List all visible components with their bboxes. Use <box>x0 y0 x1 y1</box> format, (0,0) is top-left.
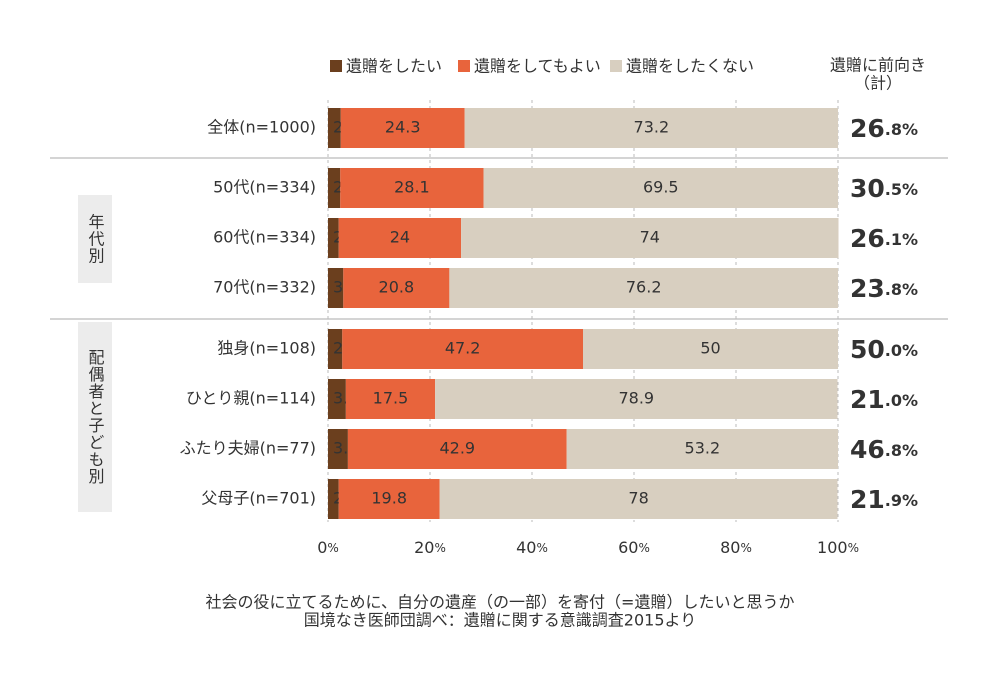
category-label: 全体(n=1000) <box>207 118 316 137</box>
group-label: 配偶者と子ども別 <box>86 349 105 485</box>
data-label: 24 <box>390 228 410 247</box>
footnote: 社会の役に立てるために、自分の遺産（の一部）を寄付（=遺贈）したいと思うか <box>206 593 795 612</box>
bar-segment <box>340 108 465 148</box>
data-label: 69.5 <box>643 178 679 197</box>
data-label: 3 <box>333 278 343 297</box>
total-label: 21.0% <box>850 385 918 414</box>
category-label: 父母子(n=701) <box>201 489 316 508</box>
bar-segment <box>449 268 838 308</box>
data-label: 42.9 <box>439 439 475 458</box>
legend-swatch <box>458 60 470 72</box>
totals-title: （計） <box>854 74 902 93</box>
data-label: 73.2 <box>634 118 670 137</box>
bar-segment <box>340 168 484 208</box>
bar-segment <box>328 479 339 519</box>
data-label: 50 <box>700 339 720 358</box>
data-label: 78 <box>628 489 648 508</box>
category-label: 独身(n=108) <box>217 339 316 358</box>
total-label: 26.8% <box>850 114 918 143</box>
total-label: 26.1% <box>850 224 918 253</box>
bar-segment <box>439 479 838 519</box>
x-tick-label: 80% <box>720 538 752 557</box>
bar-segment <box>328 218 339 258</box>
category-label: 70代(n=332) <box>213 278 316 297</box>
bar-segment <box>328 108 341 148</box>
data-label: 76.2 <box>626 278 662 297</box>
legend-swatch <box>610 60 622 72</box>
total-label: 50.0% <box>850 335 918 364</box>
bar-segment <box>483 168 838 208</box>
category-label: ふたり夫婦(n=77) <box>180 439 316 458</box>
total-label: 23.8% <box>850 274 918 303</box>
bar-segment <box>435 379 838 419</box>
bar-segment <box>461 218 839 258</box>
bar-segment <box>343 268 450 308</box>
data-label: 20.8 <box>379 278 415 297</box>
total-label: 30.5% <box>850 174 918 203</box>
legend-swatch <box>330 60 342 72</box>
bar-segment <box>328 168 341 208</box>
bar-segment <box>328 379 346 419</box>
group-label: 年代別 <box>86 214 105 265</box>
bar-segment <box>347 429 567 469</box>
category-label: ひとり親(n=114) <box>186 389 316 408</box>
group-box <box>78 195 112 283</box>
totals-title: 遺贈に前向き <box>830 56 926 75</box>
bar-segment <box>345 379 436 419</box>
data-label: 17.5 <box>373 389 409 408</box>
data-label: 78.9 <box>618 389 654 408</box>
bar-segment <box>338 218 462 258</box>
data-label: 74 <box>640 228 660 247</box>
bar-segment <box>328 429 348 469</box>
x-tick-label: 20% <box>414 538 446 557</box>
x-tick-label: 60% <box>618 538 650 557</box>
data-label: 53.2 <box>685 439 721 458</box>
bar-segment <box>338 479 440 519</box>
footnote: 国境なき医師団調べ：遺贈に関する意識調査2015より <box>304 611 696 630</box>
total-label: 21.9% <box>850 485 918 514</box>
category-label: 50代(n=334) <box>213 178 316 197</box>
bar-segment <box>328 268 344 308</box>
bar-segment <box>464 108 838 148</box>
legend-label: 遺贈をしたくない <box>626 57 754 76</box>
bar-segment <box>342 329 583 369</box>
total-label: 46.8% <box>850 435 918 464</box>
data-label: 24.3 <box>385 118 421 137</box>
x-tick-label: 100% <box>817 538 859 557</box>
x-tick-label: 40% <box>516 538 548 557</box>
legend-label: 遺贈をしたい <box>346 57 442 76</box>
group-box <box>78 322 112 512</box>
category-label: 60代(n=334) <box>213 228 316 247</box>
bar-segment <box>566 429 838 469</box>
bar-segment <box>583 329 838 369</box>
x-tick-label: 0% <box>317 538 339 557</box>
data-label: 19.8 <box>371 489 407 508</box>
legend-label: 遺贈をしてもよい <box>474 57 601 76</box>
data-label: 28.1 <box>394 178 430 197</box>
bar-segment <box>328 329 343 369</box>
data-label: 47.2 <box>445 339 481 358</box>
